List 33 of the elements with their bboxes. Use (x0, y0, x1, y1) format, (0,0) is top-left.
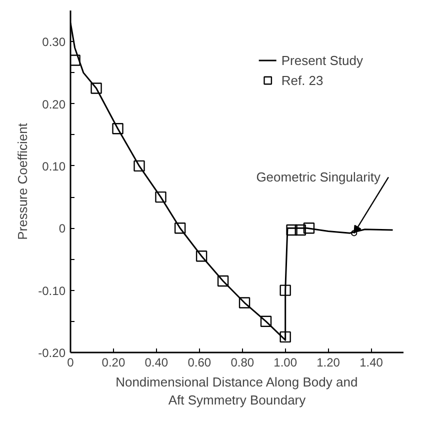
point (238, 297, 250, 308)
annotation: Geometric Singularity (256, 170, 381, 185)
y-tick-label: 0 (58, 222, 66, 236)
point (280, 331, 291, 343)
y-axis-title: Pressure Coefficient (15, 122, 30, 240)
y-tick-label: 0.30 (42, 35, 66, 50)
point (260, 316, 272, 328)
x-tick-label: 0 (67, 356, 74, 370)
legend-label: Present Study (281, 52, 363, 68)
point (155, 191, 166, 203)
point (134, 160, 145, 172)
legend-label: Ref. 23 (281, 72, 324, 88)
point (90, 82, 102, 94)
point (174, 222, 186, 234)
x-tick-label: 1.00 (274, 356, 298, 370)
x-tick-label: 0.60 (188, 356, 212, 370)
x-tick-label: 0.20 (102, 356, 126, 370)
x-tick-label: 1.20 (316, 356, 340, 370)
x-tick-label: 0.80 (230, 356, 254, 370)
point (217, 275, 229, 287)
y-tick-label: -0.10 (38, 284, 66, 298)
point (196, 250, 208, 262)
x-tick-label: 1.40 (360, 356, 384, 370)
x-axis-title: Nondimensional Distance Along Body and Aft Symmetry Boundary (116, 374, 358, 408)
y-tick-label: 0.10 (42, 159, 66, 174)
point (286, 224, 298, 236)
y-tick-label: 0.20 (42, 97, 66, 112)
point (294, 224, 306, 236)
point (112, 123, 124, 134)
point (280, 284, 291, 296)
y-tick-label: -0.20 (38, 346, 66, 360)
point (303, 222, 315, 234)
x-tick-label: 0.40 (144, 356, 168, 370)
